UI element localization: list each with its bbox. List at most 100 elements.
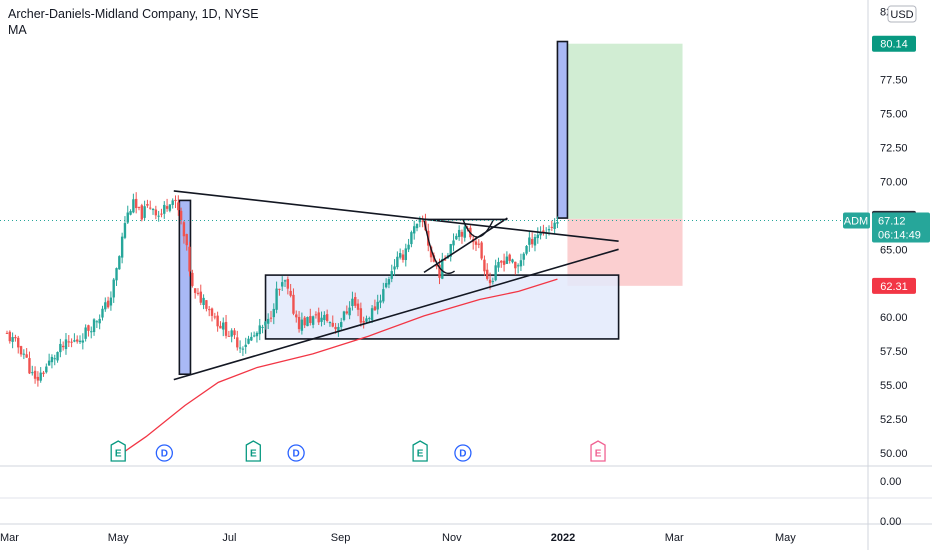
- candle-body: [17, 337, 20, 348]
- earnings-event-icon[interactable]: [110, 440, 126, 462]
- price-tick-label: 65.00: [880, 244, 908, 256]
- candle-body: [413, 226, 416, 234]
- candle-body: [196, 292, 200, 294]
- candle-body: [95, 321, 99, 323]
- candle-body: [64, 339, 68, 350]
- candle-body: [328, 321, 332, 324]
- candle-body: [252, 335, 256, 337]
- cup-arc: [423, 219, 455, 274]
- candle-body: [384, 283, 388, 288]
- candle-body: [5, 332, 9, 334]
- candle-body: [278, 288, 281, 290]
- candle-body: [354, 297, 357, 306]
- candle-body: [407, 244, 410, 250]
- candle-body: [118, 256, 121, 270]
- price-axis[interactable]: 8280.0077.5075.0072.5070.0067.5065.0062.…: [843, 5, 930, 460]
- drawing-rectangle: [178, 199, 192, 376]
- trendline: [173, 248, 619, 381]
- target-price-tag: [872, 35, 916, 52]
- candle-body: [311, 316, 315, 325]
- candle-body: [216, 315, 219, 327]
- candle-body: [168, 204, 172, 211]
- candle-body: [480, 242, 483, 259]
- candle-body: [345, 311, 349, 314]
- candle-body: [238, 347, 242, 349]
- candle-body: [106, 300, 110, 308]
- candle-body: [210, 308, 214, 316]
- candle-body: [120, 236, 124, 258]
- currency-badge[interactable]: [887, 5, 917, 23]
- dividend-event-icon[interactable]: [155, 444, 173, 462]
- candle-body: [115, 268, 118, 281]
- candle-body: [519, 260, 523, 267]
- candle-body: [255, 332, 259, 337]
- dividend-event-icon[interactable]: [287, 444, 305, 462]
- price-tick-label: 75.00: [880, 109, 908, 121]
- candle-body: [435, 263, 438, 267]
- candle-body: [241, 348, 245, 350]
- dividend-event-icon[interactable]: [454, 444, 472, 462]
- indicator-label: MA: [8, 23, 27, 37]
- candle-body: [222, 322, 225, 330]
- candle-body: [368, 318, 371, 320]
- event-letter: D: [293, 449, 300, 460]
- candle-body: [92, 319, 96, 333]
- candle-body: [36, 376, 40, 381]
- earnings-event-icon[interactable]: [245, 440, 261, 462]
- candle-body: [157, 215, 160, 217]
- candle-body: [59, 343, 62, 353]
- time-tick-label: Mar: [0, 532, 19, 544]
- target-price-tag-text: 80.14: [880, 39, 908, 51]
- current-price-tag: [872, 212, 930, 243]
- trendlines-layer[interactable]: [173, 190, 619, 381]
- candle-body: [410, 232, 413, 245]
- candle-body: [486, 269, 489, 279]
- candle-body: [281, 282, 284, 287]
- indicator-tick-label: 0.00: [880, 516, 901, 528]
- candle-body: [337, 326, 340, 331]
- candle-body: [292, 294, 295, 314]
- candle-body: [101, 308, 104, 318]
- event-letter: E: [250, 449, 257, 460]
- candle-body: [213, 316, 217, 318]
- candle-body: [474, 241, 478, 245]
- candle-body: [182, 222, 186, 237]
- moving-average-layer: [112, 278, 558, 461]
- time-tick-label: May: [108, 532, 129, 544]
- candle-body: [373, 306, 377, 311]
- drawing-rectangle: [556, 40, 569, 219]
- candle-body: [165, 206, 169, 209]
- candle-body: [261, 326, 264, 328]
- candle-body: [317, 312, 320, 323]
- event-letter: E: [595, 449, 602, 460]
- candle-body: [390, 271, 393, 279]
- stop-price-tag: [872, 277, 916, 294]
- profit-zone: [567, 43, 683, 219]
- earnings-event-icon[interactable]: [590, 440, 606, 462]
- candle-body: [505, 256, 509, 264]
- candle-body: [463, 226, 466, 238]
- candle-body: [174, 199, 177, 202]
- candle-body: [488, 279, 492, 284]
- candle-body: [73, 340, 76, 342]
- candle-body: [556, 222, 559, 224]
- candle-body: [370, 308, 374, 321]
- candle-body: [382, 289, 385, 302]
- candle-body: [309, 316, 312, 323]
- candle-body: [443, 259, 447, 261]
- long-position-tool[interactable]: [567, 43, 683, 286]
- candle-body: [323, 314, 326, 321]
- chart-title: Archer-Daniels-Midland Company, 1D, NYSE: [8, 7, 259, 21]
- candle-body: [8, 331, 12, 342]
- earnings-event-icon[interactable]: [412, 440, 428, 462]
- candle-body: [289, 290, 292, 296]
- candle-body: [67, 341, 70, 343]
- price-tick-label: 70.00: [880, 176, 908, 188]
- candle-body: [300, 319, 304, 331]
- symbol-tag-text: ADM: [844, 216, 868, 228]
- candle-body: [188, 246, 191, 272]
- time-axis[interactable]: Mar May Jul Sep Nov 2022 Mar May: [0, 532, 796, 544]
- candle-body: [236, 337, 239, 348]
